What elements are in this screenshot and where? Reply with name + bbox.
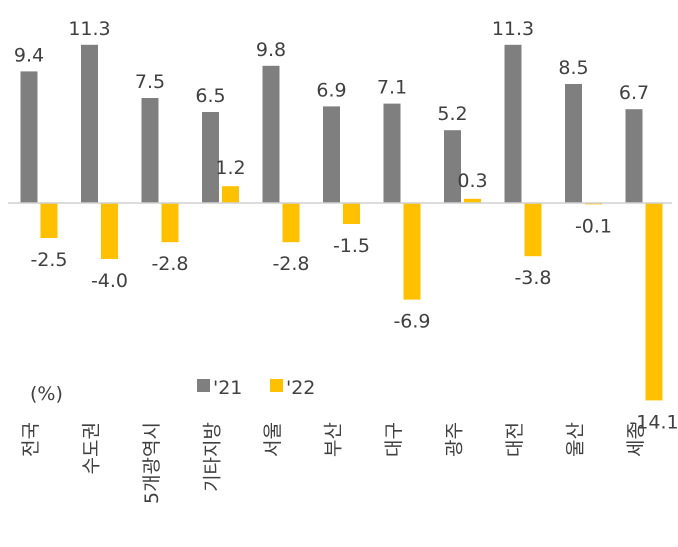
legend-label-21: '21 <box>213 377 242 399</box>
bar-21-2 <box>141 98 159 203</box>
bar-22-4 <box>282 203 300 243</box>
category-label-2: 5개광역시 <box>141 422 163 504</box>
category-label-1: 수도권 <box>81 422 103 474</box>
value-label-21-6: 7.1 <box>377 77 407 99</box>
value-label-22-3: 1.2 <box>215 157 245 179</box>
bar-21-3 <box>202 112 219 203</box>
value-label-21-1: 11.3 <box>68 18 110 40</box>
value-label-22-9: -0.1 <box>575 215 612 237</box>
category-label-10: 세종 <box>625 422 647 457</box>
value-label-22-10: -14.1 <box>629 411 678 433</box>
bar-21-6 <box>383 103 401 203</box>
bar-22-10 <box>645 203 663 401</box>
category-label-7: 광주 <box>444 422 466 457</box>
bar-22-6 <box>403 203 421 300</box>
value-label-21-8: 11.3 <box>492 18 534 40</box>
value-label-21-7: 5.2 <box>437 103 467 125</box>
bars-layer <box>20 44 663 401</box>
bar-21-7 <box>444 130 461 203</box>
value-label-22-5: -1.5 <box>333 235 370 257</box>
value-label-21-4: 9.8 <box>256 39 286 61</box>
bar-22-1 <box>101 203 118 259</box>
value-label-22-1: -4.0 <box>91 270 128 292</box>
bar-21-4 <box>262 65 280 203</box>
category-label-4: 서울 <box>262 422 284 457</box>
bar-22-5 <box>343 203 360 224</box>
value-label-21-0: 9.4 <box>14 44 44 66</box>
legend-swatch-21 <box>197 379 210 392</box>
value-label-22-2: -2.8 <box>151 253 188 275</box>
category-label-0: 전국 <box>20 422 42 457</box>
value-label-21-2: 7.5 <box>135 71 165 93</box>
category-label-6: 대구 <box>383 422 405 457</box>
bar-22-7 <box>464 198 481 203</box>
value-label-21-5: 6.9 <box>316 79 346 101</box>
bar-21-10 <box>625 109 643 203</box>
value-label-21-10: 6.7 <box>619 82 649 104</box>
bar-22-8 <box>524 203 542 257</box>
bar-22-0 <box>40 203 58 238</box>
category-label-5: 부산 <box>323 422 345 457</box>
value-label-22-4: -2.8 <box>272 253 309 275</box>
value-label-22-8: -3.8 <box>514 267 551 289</box>
category-label-3: 기타지방 <box>202 422 224 492</box>
bar-21-1 <box>81 44 98 203</box>
unit-label: (%) <box>30 383 63 405</box>
bar-21-0 <box>20 71 38 204</box>
value-label-22-0: -2.5 <box>30 249 67 271</box>
category-label-8: 대전 <box>504 422 526 457</box>
category-labels: 전국 수도권 5개광역시 기타지방 서울 부산 대구 광주 대전 울산 세종 <box>20 422 647 504</box>
legend-swatch-22 <box>270 379 283 392</box>
value-label-21-3: 6.5 <box>195 85 225 107</box>
value-label-22-6: -6.9 <box>393 311 430 333</box>
bar-21-5 <box>323 106 340 203</box>
bar-21-8 <box>504 44 522 203</box>
value-label-22-7: 0.3 <box>457 170 487 192</box>
labels-layer: 9.4 -2.5 11.3 -4.0 7.5 -2.8 6.5 1.2 9.8 -2.8 6.9 -1… <box>14 18 678 434</box>
legend-label-22: '22 <box>286 377 315 399</box>
bar-21-9 <box>565 84 582 203</box>
value-label-21-9: 8.5 <box>558 57 588 79</box>
bar-22-3 <box>222 186 239 203</box>
bar-22-2 <box>161 203 179 243</box>
legend: (%) '21 '22 <box>30 377 315 405</box>
category-label-9: 울산 <box>565 422 587 457</box>
